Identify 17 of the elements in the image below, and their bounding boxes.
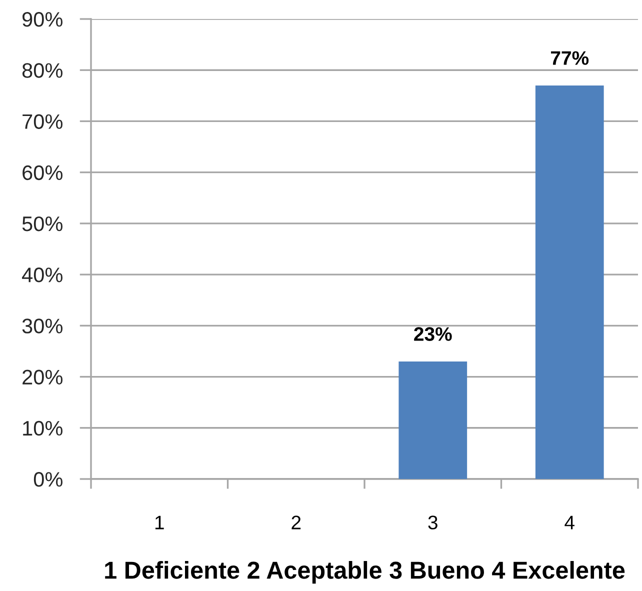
- data-label: 23%: [414, 327, 452, 341]
- y-tick-label: 80%: [22, 63, 62, 78]
- x-tick-label: 1: [155, 516, 164, 530]
- y-tick-label: 90%: [22, 12, 62, 27]
- y-tick-label: 30%: [22, 318, 62, 334]
- y-tick-label: 60%: [22, 165, 62, 180]
- y-tick-label: 70%: [22, 114, 62, 129]
- x-tick-label: 2: [292, 516, 301, 530]
- x-axis-title: 1 Deficiente 2 Aceptable 3 Bueno 4 Excelente: [105, 561, 625, 584]
- y-tick-label: 0%: [34, 472, 62, 487]
- y-tick-label: 40%: [22, 268, 62, 282]
- y-tick-label: 20%: [22, 370, 62, 385]
- y-tick-label: 10%: [23, 420, 62, 436]
- data-label: 77%: [551, 51, 589, 65]
- x-tick-label: 3: [428, 516, 438, 530]
- x-tick-label: 4: [564, 516, 574, 530]
- y-tick-label: 50%: [22, 216, 62, 232]
